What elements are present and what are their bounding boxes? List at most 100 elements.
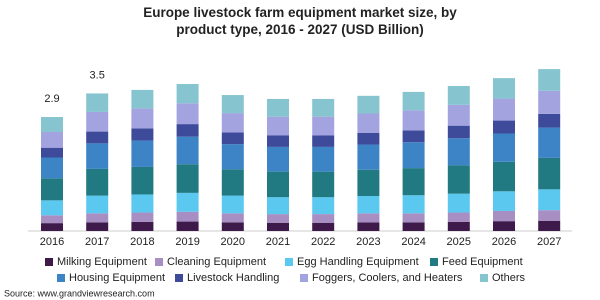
bar-segment: [131, 194, 154, 213]
bar-segment: [493, 210, 515, 222]
bar-segment: [131, 89, 154, 109]
bar-segment: [131, 221, 154, 231]
bar-segment: [267, 171, 289, 198]
x-tick-label: 2017: [85, 236, 109, 248]
bar-segment: [86, 213, 109, 223]
chart-title: Europe livestock farm equipment market s…: [143, 5, 457, 37]
bar-segment: [357, 196, 380, 214]
bar-segment: [357, 144, 380, 170]
bar-segment: [538, 69, 561, 91]
bar-segment: [267, 116, 289, 136]
bar-segment: [312, 214, 335, 223]
bar-segment: [221, 113, 244, 133]
bar-segment: [267, 222, 289, 231]
bar-segment: [86, 131, 109, 144]
bar-segment: [86, 143, 109, 169]
bar-segment: [312, 135, 335, 147]
bar-segment: [402, 222, 425, 231]
legend-swatch: [57, 274, 65, 282]
bar-segment: [221, 213, 244, 223]
bar-segment: [493, 78, 515, 99]
bar-segment: [402, 142, 425, 169]
bar-segment: [221, 132, 244, 145]
bar-segment: [493, 98, 515, 121]
bar-segment: [86, 168, 109, 196]
bar-segment: [176, 124, 199, 137]
bar-segment: [221, 95, 244, 114]
bar-segment: [312, 146, 335, 172]
x-tick-label: 2023: [356, 236, 380, 248]
bar-segment: [447, 193, 470, 213]
bar-segment: [176, 221, 199, 231]
bar-segment: [176, 211, 199, 222]
bar-segment: [493, 133, 515, 162]
bar-segment: [402, 110, 425, 131]
bar-segment: [267, 98, 289, 117]
legend-label: Egg Handling Equipment: [297, 256, 419, 268]
bar-segment: [267, 214, 289, 223]
legend-label: Cleaning Equipment: [167, 256, 266, 268]
bar-segment: [493, 221, 515, 231]
legend-swatch: [45, 258, 53, 266]
legend-label: Livestock Handling: [187, 272, 279, 284]
bar-segment: [402, 91, 425, 111]
bar-segment: [357, 222, 380, 231]
legend-label: Milking Equipment: [57, 256, 147, 268]
bar-segment: [402, 195, 425, 214]
bar-segment: [447, 221, 470, 231]
bar-segment: [176, 192, 199, 212]
x-tick-label: 2018: [130, 236, 154, 248]
bar-segment: [41, 200, 63, 216]
bar-segment: [267, 197, 289, 215]
legend-swatch: [480, 274, 488, 282]
bar-segment: [357, 213, 380, 223]
legend-swatch: [285, 258, 293, 266]
bar-segment: [41, 157, 63, 179]
bar-segment: [176, 164, 199, 193]
bar-segment: [447, 125, 470, 139]
bar-segment: [312, 171, 335, 198]
legend-label: Feed Equipment: [442, 256, 523, 268]
x-tick-label: 2024: [401, 236, 425, 248]
bar-segment: [131, 128, 154, 141]
bar-segment: [221, 195, 244, 214]
bar-segment: [402, 168, 425, 196]
x-tick-label: 2019: [175, 236, 199, 248]
bar-segment: [176, 84, 199, 104]
bar-segment: [312, 222, 335, 231]
x-tick-label: 2025: [447, 236, 471, 248]
bar-segment: [402, 130, 425, 143]
bar-segment: [41, 117, 63, 132]
legend-label: Others: [492, 272, 526, 284]
bar-segment: [312, 98, 335, 117]
bar-segment: [357, 169, 380, 197]
bar-segment: [538, 90, 561, 114]
legend-swatch: [430, 258, 438, 266]
bar-segment: [131, 108, 154, 129]
bar-segment: [41, 223, 63, 231]
bar-segment: [538, 220, 561, 231]
legend-label: Housing Equipment: [69, 272, 165, 284]
x-tick-label: 2021: [266, 236, 290, 248]
bar-segment: [267, 135, 289, 147]
x-tick-label: 2022: [311, 236, 335, 248]
bar-segment: [357, 113, 380, 133]
bar-segment: [357, 132, 380, 145]
bar-segment: [221, 169, 244, 196]
bar-segment: [447, 138, 470, 166]
bar-segment: [312, 116, 335, 136]
legend-swatch: [300, 274, 308, 282]
bar-segment: [538, 157, 561, 190]
bar-segment: [357, 95, 380, 114]
x-tick-label: 2027: [537, 236, 561, 248]
x-tick-label: 2026: [492, 236, 516, 248]
total-label: 2.9: [44, 93, 59, 105]
bar-segment: [538, 189, 561, 211]
bar-segment: [447, 212, 470, 222]
bar-segment: [86, 111, 109, 132]
bar-segment: [312, 197, 335, 215]
bar-segment: [131, 212, 154, 222]
bar-segment: [447, 104, 470, 126]
